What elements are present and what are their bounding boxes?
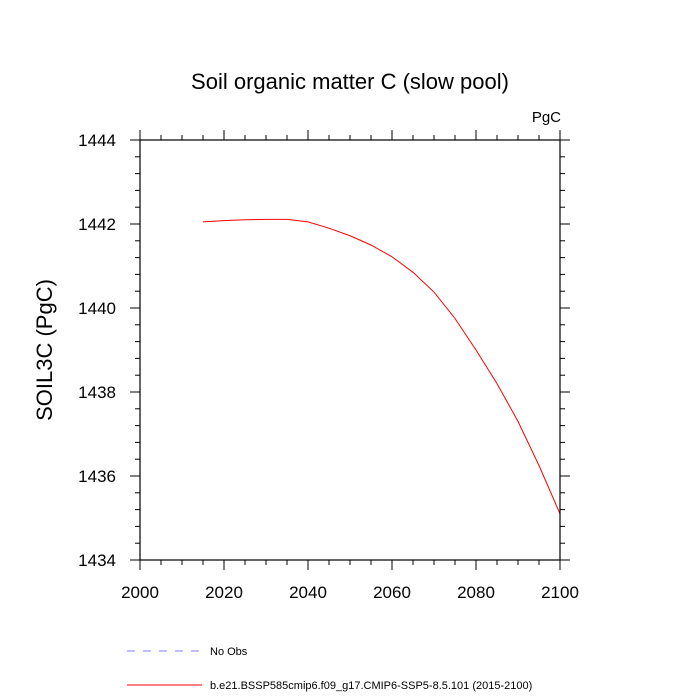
y-axis-label: SOIL3C (PgC) [32, 279, 57, 421]
y-tick-label: 1434 [78, 551, 116, 570]
axis-ticks [130, 130, 570, 570]
x-tick-label: 2040 [289, 583, 327, 602]
y-tick-label: 1436 [78, 467, 116, 486]
series-lines [202, 218, 561, 514]
legend-label-0: b.e21.BSSP585cmip6.f09_g17.CMIP6-SSP5-8.… [210, 680, 532, 692]
y-tick-label: 1442 [78, 215, 116, 234]
x-tick-label: 2100 [541, 583, 579, 602]
y-tick-label: 1440 [78, 299, 116, 318]
units-label: PgC [532, 109, 561, 126]
y-tick-label: 1444 [78, 131, 116, 150]
tick-labels: 2000 2020 2040 2060 2080 2100 1434 1436 1438 1440… [78, 131, 579, 602]
legend-label-1: No Obs [210, 646, 248, 658]
x-tick-label: 2080 [457, 583, 495, 602]
y-tick-label: 1438 [78, 383, 116, 402]
x-tick-label: 2000 [121, 583, 159, 602]
legend: No Obs b.e21.BSSP585cmip6.f09_g17.CMIP6-S… [127, 646, 532, 692]
series-line-0 [202, 218, 561, 514]
x-tick-label: 2060 [373, 583, 411, 602]
x-tick-label: 2020 [205, 583, 243, 602]
plot-frame [139, 139, 561, 561]
chart-title: Soil organic matter C (slow pool) [191, 69, 509, 94]
